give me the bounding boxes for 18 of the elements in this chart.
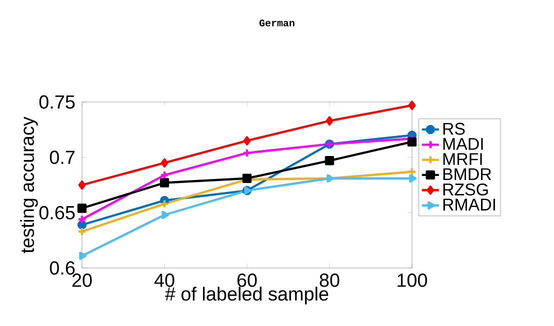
y-tick-label: 0.7 <box>50 150 75 164</box>
chart-title: German <box>259 20 294 26</box>
legend-label: RZSG <box>443 183 488 196</box>
y-tick-label: 0.65 <box>39 206 75 220</box>
y-axis-title: testing accuracy <box>20 116 38 254</box>
x-tick-label: 20 <box>72 274 92 287</box>
x-tick-label: 40 <box>154 274 174 287</box>
legend-label: MRFI <box>443 153 482 165</box>
y-tick-label: 0.75 <box>39 95 75 109</box>
x-tick-label: 100 <box>398 274 428 287</box>
y-tick-label: 0.6 <box>50 261 75 275</box>
x-tick-label: 60 <box>237 274 257 287</box>
legend-label: RMADI <box>443 198 495 210</box>
legend-label: RS <box>443 122 465 135</box>
legend-label: BMDR <box>443 168 492 180</box>
legend-label: MADI <box>443 138 483 150</box>
x-axis-title: # of labeled sample <box>164 286 328 304</box>
x-tick-label: 80 <box>320 274 340 287</box>
